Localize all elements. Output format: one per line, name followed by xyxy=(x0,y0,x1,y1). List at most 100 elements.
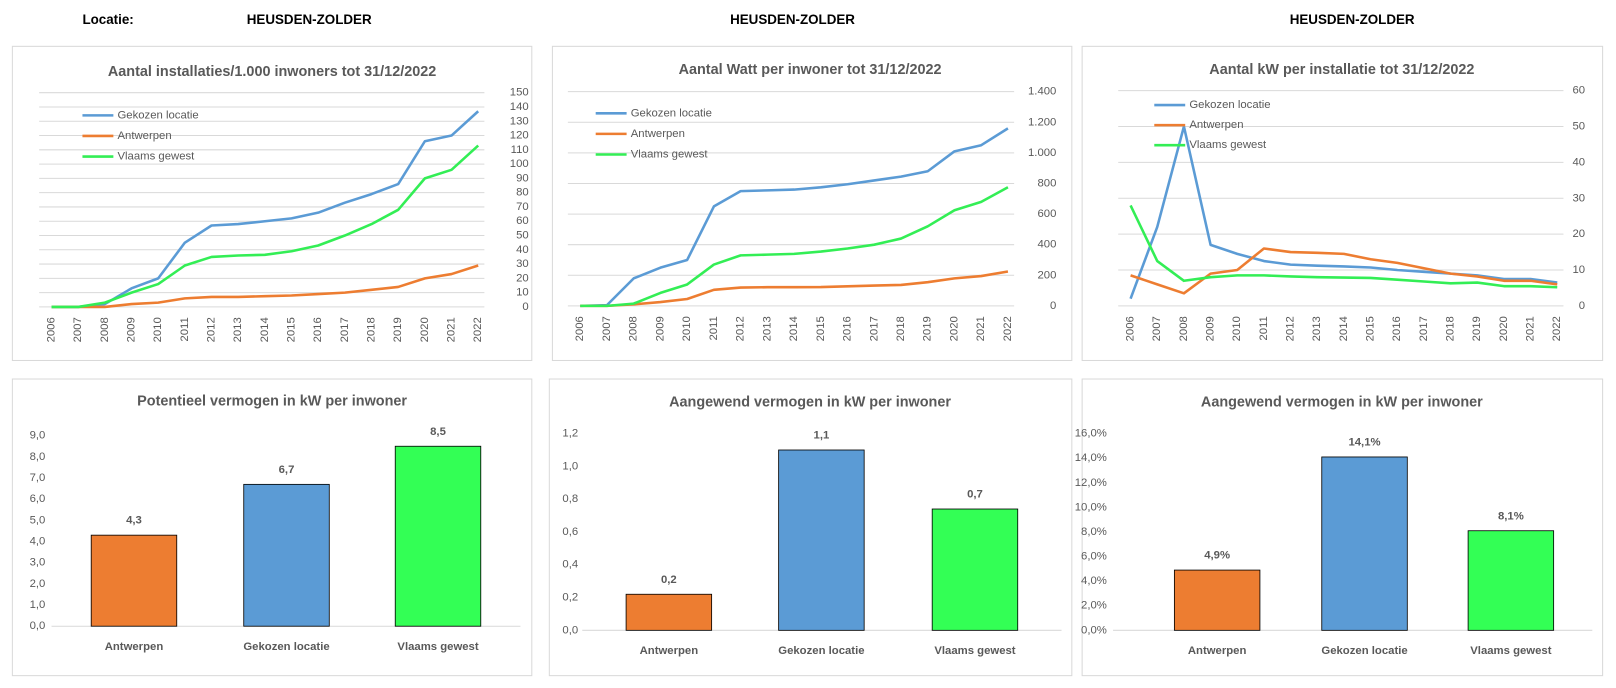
x-tick-label: 2016 xyxy=(842,316,854,341)
y-tick-label: 1,0 xyxy=(30,599,46,611)
x-tick-label: Vlaams gewest xyxy=(934,645,1015,657)
y-tick-label: 10,0% xyxy=(1075,501,1107,513)
y-tick-label: 10 xyxy=(1572,264,1585,276)
legend-label: Antwerpen xyxy=(1189,119,1243,131)
x-tick-label: Antwerpen xyxy=(105,641,164,653)
bar xyxy=(394,445,482,627)
bar xyxy=(625,593,713,631)
line-series xyxy=(51,110,480,309)
value-label: 4,3 xyxy=(126,515,142,527)
y-tick-label: 30 xyxy=(516,258,529,270)
y-tick-label: 100 xyxy=(510,158,529,170)
y-tick-label: 140 xyxy=(510,101,529,113)
panel xyxy=(1081,45,1604,361)
value-label: 1,1 xyxy=(814,430,830,442)
chart-title: Aangewend vermogen in kW per inwoner xyxy=(1201,395,1483,411)
x-tick-label: 2021 xyxy=(1525,316,1537,341)
y-tick-label: 12,0% xyxy=(1075,477,1107,489)
line-series xyxy=(580,270,1009,308)
y-tick-label: 1,0 xyxy=(562,460,578,472)
location-name: HEUSDEN-ZOLDER xyxy=(247,12,372,27)
y-tick-label: 20 xyxy=(1572,228,1585,240)
panel xyxy=(551,45,1073,361)
chart-title: Potentieel vermogen in kW per inwoner xyxy=(137,393,407,409)
y-tick-label: 0 xyxy=(1050,300,1056,312)
legend-label: Gekozen locatie xyxy=(1189,99,1270,111)
panel xyxy=(1081,378,1604,677)
bar xyxy=(1173,569,1261,631)
x-tick-label: 2006 xyxy=(1125,316,1137,341)
x-tick-label: 2012 xyxy=(1285,316,1297,341)
line-series xyxy=(51,144,480,309)
x-tick-label: 2014 xyxy=(1338,316,1350,341)
line-series xyxy=(1129,204,1558,289)
y-tick-label: 400 xyxy=(1037,239,1056,251)
panel xyxy=(11,45,533,361)
y-tick-label: 20 xyxy=(516,272,529,284)
x-tick-label: 2016 xyxy=(1391,316,1403,341)
line-series xyxy=(1129,125,1558,300)
y-tick-label: 50 xyxy=(1572,121,1585,133)
y-tick-label: 9,0 xyxy=(30,430,46,442)
panel xyxy=(11,378,533,677)
y-tick-label: 1.200 xyxy=(1028,116,1056,128)
y-tick-label: 16,0% xyxy=(1075,428,1107,440)
x-tick-label: 2015 xyxy=(815,316,827,341)
x-tick-label: 2011 xyxy=(1258,316,1270,340)
x-tick-label: 2015 xyxy=(286,317,298,342)
value-label: 6,7 xyxy=(279,464,295,476)
line-series xyxy=(580,127,1009,308)
chart-title: Aantal Watt per inwoner tot 31/12/2022 xyxy=(679,62,942,78)
value-label: 0,2 xyxy=(661,574,677,586)
x-tick-label: 2012 xyxy=(735,316,747,341)
y-tick-label: 2,0% xyxy=(1081,600,1107,612)
bar xyxy=(243,483,330,627)
x-tick-label: 2009 xyxy=(654,316,666,341)
y-tick-label: 130 xyxy=(510,115,529,127)
y-tick-label: 0,8 xyxy=(562,493,578,505)
x-tick-label: 2008 xyxy=(628,316,640,341)
y-tick-label: 600 xyxy=(1037,208,1056,220)
line-series xyxy=(580,186,1009,308)
y-tick-label: 0,0 xyxy=(562,624,578,636)
y-tick-label: 8,0 xyxy=(30,451,46,463)
y-tick-label: 110 xyxy=(511,144,529,156)
x-tick-label: 2019 xyxy=(922,316,934,341)
bar xyxy=(90,534,178,627)
legend-label: Vlaams gewest xyxy=(631,148,709,160)
y-tick-label: 6,0 xyxy=(30,493,46,505)
x-tick-label: 2012 xyxy=(206,317,218,342)
x-tick-label: 2019 xyxy=(392,317,404,342)
chart-title: Aangewend vermogen in kW per inwoner xyxy=(669,395,951,411)
x-tick-label: 2014 xyxy=(259,317,271,342)
y-tick-label: 800 xyxy=(1037,177,1056,189)
x-tick-label: 2006 xyxy=(46,317,58,342)
y-tick-label: 3,0 xyxy=(30,557,46,569)
y-tick-label: 90 xyxy=(516,172,529,184)
x-tick-label: 2022 xyxy=(472,317,484,342)
x-tick-label: 2011 xyxy=(179,317,191,341)
x-tick-label: 2018 xyxy=(895,316,907,341)
x-tick-label: 2021 xyxy=(446,317,458,342)
x-tick-label: 2009 xyxy=(1205,316,1217,341)
location-name: HEUSDEN-ZOLDER xyxy=(1290,12,1415,27)
x-tick-label: 2017 xyxy=(339,317,351,342)
x-tick-label: 2021 xyxy=(975,316,987,341)
y-tick-label: 0,2 xyxy=(562,592,578,604)
x-tick-label: Gekozen locatie xyxy=(1321,645,1407,657)
y-tick-label: 200 xyxy=(1037,269,1056,281)
location-label: Locatie: xyxy=(82,12,133,27)
x-tick-label: 2013 xyxy=(232,317,244,342)
y-tick-label: 7,0 xyxy=(30,472,46,484)
y-tick-label: 40 xyxy=(1572,156,1585,168)
y-tick-label: 0,6 xyxy=(562,526,578,538)
x-tick-label: 2010 xyxy=(681,316,693,341)
x-tick-label: 2020 xyxy=(1498,316,1510,341)
y-tick-label: 70 xyxy=(516,201,529,213)
bar xyxy=(1321,456,1408,631)
x-tick-label: 2010 xyxy=(152,317,164,342)
y-tick-label: 120 xyxy=(510,130,529,142)
line-series xyxy=(51,264,479,309)
legend-label: Vlaams gewest xyxy=(1189,139,1267,151)
